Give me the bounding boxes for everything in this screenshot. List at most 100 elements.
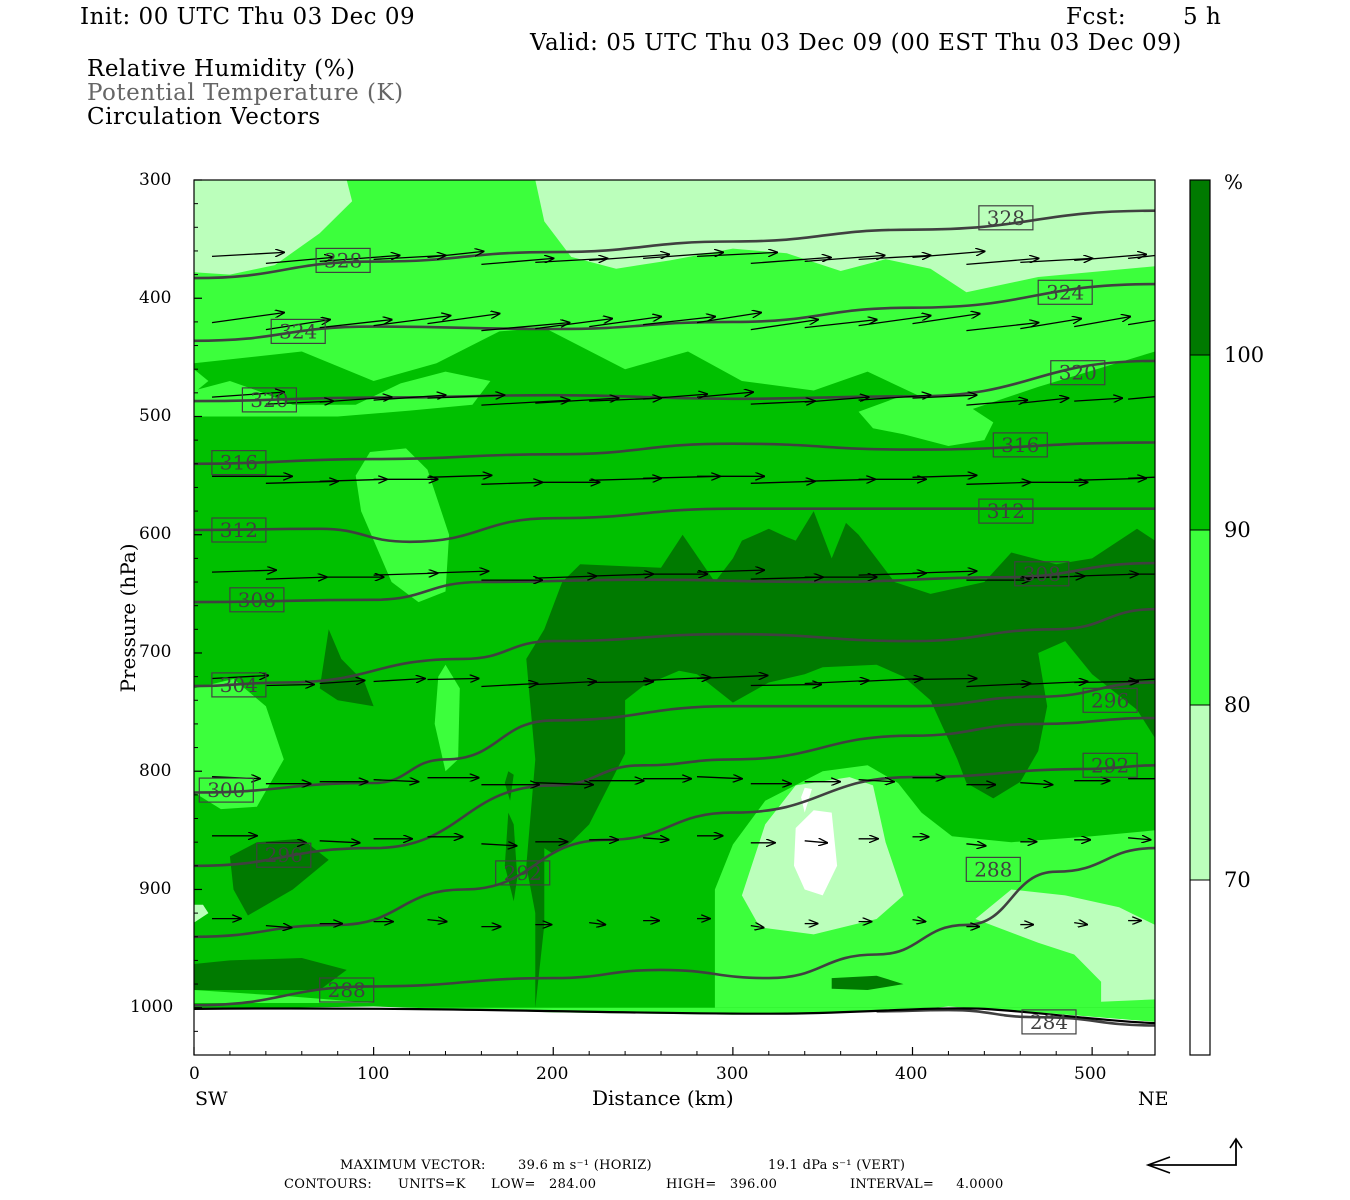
circulation-vector bbox=[696, 392, 753, 398]
y-tick: 400 bbox=[139, 288, 172, 308]
theta-label-292: 292 bbox=[1082, 752, 1138, 778]
circulation-vector bbox=[1128, 396, 1155, 400]
max-vector-label: MAXIMUM VECTOR: bbox=[340, 1158, 486, 1173]
colorbar-swatch bbox=[1189, 704, 1211, 881]
circulation-vector bbox=[211, 252, 284, 258]
field-vectors: Circulation Vectors bbox=[87, 104, 321, 130]
x-tick: 100 bbox=[357, 1064, 390, 1084]
rh-fill-70-80 bbox=[194, 180, 353, 275]
circulation-vector bbox=[373, 316, 451, 327]
x-tick: 0 bbox=[189, 1064, 200, 1084]
circulation-vector bbox=[643, 838, 669, 840]
x-tick: 200 bbox=[536, 1064, 569, 1084]
svg-text:288: 288 bbox=[974, 857, 1012, 881]
circulation-vector bbox=[589, 574, 653, 576]
theta-contour-300 bbox=[194, 681, 1155, 794]
circulation-vector bbox=[265, 257, 333, 265]
y-tick: 900 bbox=[139, 879, 172, 899]
rh-fill-80-90 bbox=[194, 369, 209, 393]
colorbar-swatch bbox=[1189, 354, 1211, 531]
circulation-vector bbox=[912, 475, 977, 477]
circulation-vector bbox=[804, 320, 877, 329]
circulation-vector bbox=[912, 679, 977, 680]
svg-text:320: 320 bbox=[1059, 361, 1097, 385]
circulation-vector bbox=[804, 841, 827, 843]
max-vector-horiz: 39.6 m s⁻¹ (HORIZ) bbox=[518, 1158, 652, 1173]
theta-label-300: 300 bbox=[198, 777, 254, 803]
theta-label-312: 312 bbox=[211, 517, 267, 543]
theta-contour-316 bbox=[194, 441, 1155, 466]
theta-label-324: 324 bbox=[270, 318, 326, 344]
colorbar-unit: % bbox=[1224, 170, 1244, 194]
circulation-vector bbox=[427, 251, 484, 259]
circulation-vector bbox=[373, 679, 425, 682]
theta-label-284: 284 bbox=[1021, 1009, 1077, 1035]
field-rh: Relative Humidity (%) bbox=[87, 56, 356, 82]
field-theta: Potential Temperature (K) bbox=[87, 80, 404, 106]
circulation-vector bbox=[427, 679, 479, 680]
circulation-vector bbox=[265, 685, 314, 686]
y-tick: 600 bbox=[139, 524, 172, 544]
circulation-vector bbox=[481, 323, 569, 332]
svg-text:308: 308 bbox=[1023, 562, 1061, 586]
circulation-vector bbox=[912, 395, 977, 398]
colorbar-swatch bbox=[1189, 179, 1211, 356]
circulation-vector bbox=[211, 676, 268, 679]
theta-label-312: 312 bbox=[978, 498, 1034, 524]
circulation-vector bbox=[750, 926, 764, 928]
theta-contour-304 bbox=[194, 607, 1155, 688]
circulation-vector bbox=[427, 314, 500, 325]
circulation-vector bbox=[535, 682, 596, 685]
circulation-vector bbox=[319, 681, 365, 684]
circulation-vector bbox=[1020, 576, 1084, 578]
circulation-vector bbox=[750, 481, 815, 483]
contours-label: CONTOURS: bbox=[284, 1177, 373, 1192]
theta-label-296: 296 bbox=[1082, 687, 1138, 713]
reference-vector-left-head bbox=[1145, 1156, 1171, 1174]
colorbar-swatch bbox=[1189, 529, 1211, 706]
circulation-vector bbox=[1074, 398, 1122, 401]
circulation-vector bbox=[966, 482, 1030, 484]
rh-fill-80-90 bbox=[194, 371, 491, 417]
circulation-vector bbox=[1128, 838, 1150, 840]
x-tick: 300 bbox=[716, 1064, 749, 1084]
max-vector-vert: 19.1 dPa s⁻¹ (VERT) bbox=[768, 1158, 906, 1173]
forecast-hour: 5 h bbox=[1183, 4, 1222, 30]
contours-interval: INTERVAL= 4.0000 bbox=[850, 1177, 1004, 1192]
circulation-vector bbox=[643, 394, 707, 400]
circulation-vector bbox=[858, 395, 931, 401]
circulation-vector bbox=[912, 571, 977, 573]
svg-text:308: 308 bbox=[238, 588, 276, 612]
circulation-vector bbox=[211, 570, 276, 572]
plot-frame bbox=[193, 179, 1156, 1056]
circulation-vector bbox=[427, 395, 505, 398]
rh-fill-80-90 bbox=[355, 448, 450, 603]
circulation-vector bbox=[1074, 317, 1130, 328]
circulation-vector bbox=[912, 251, 985, 259]
below-ground-mask bbox=[194, 1006, 1155, 1055]
circulation-vector bbox=[589, 254, 669, 262]
circulation-vector bbox=[858, 679, 923, 682]
circulation-vector bbox=[265, 320, 330, 331]
circulation-vector bbox=[696, 252, 777, 258]
theta-label-324: 324 bbox=[1037, 279, 1093, 305]
valid-time: Valid: 05 UTC Thu 03 Dec 09 (00 EST Thu … bbox=[530, 30, 1182, 56]
circulation-vector bbox=[535, 398, 618, 404]
theta-label-292: 292 bbox=[495, 860, 551, 886]
circulation-vector bbox=[966, 684, 1030, 687]
circulation-vector bbox=[1128, 254, 1155, 260]
circulation-vector bbox=[1074, 574, 1138, 576]
circulation-vector bbox=[265, 577, 327, 579]
circulation-vector bbox=[589, 923, 605, 925]
circulation-vector bbox=[481, 400, 569, 406]
circulation-vector bbox=[319, 397, 392, 403]
circulation-vector bbox=[427, 920, 447, 922]
endpoint-sw: SW bbox=[195, 1088, 228, 1110]
circulation-vector bbox=[211, 313, 284, 324]
circulation-vector bbox=[427, 571, 489, 573]
circulation-vector bbox=[966, 844, 985, 846]
circulation-vector bbox=[1128, 476, 1155, 479]
circulation-vector bbox=[643, 317, 715, 326]
theta-label-320: 320 bbox=[1050, 360, 1106, 386]
y-tick: 1000 bbox=[130, 997, 174, 1017]
